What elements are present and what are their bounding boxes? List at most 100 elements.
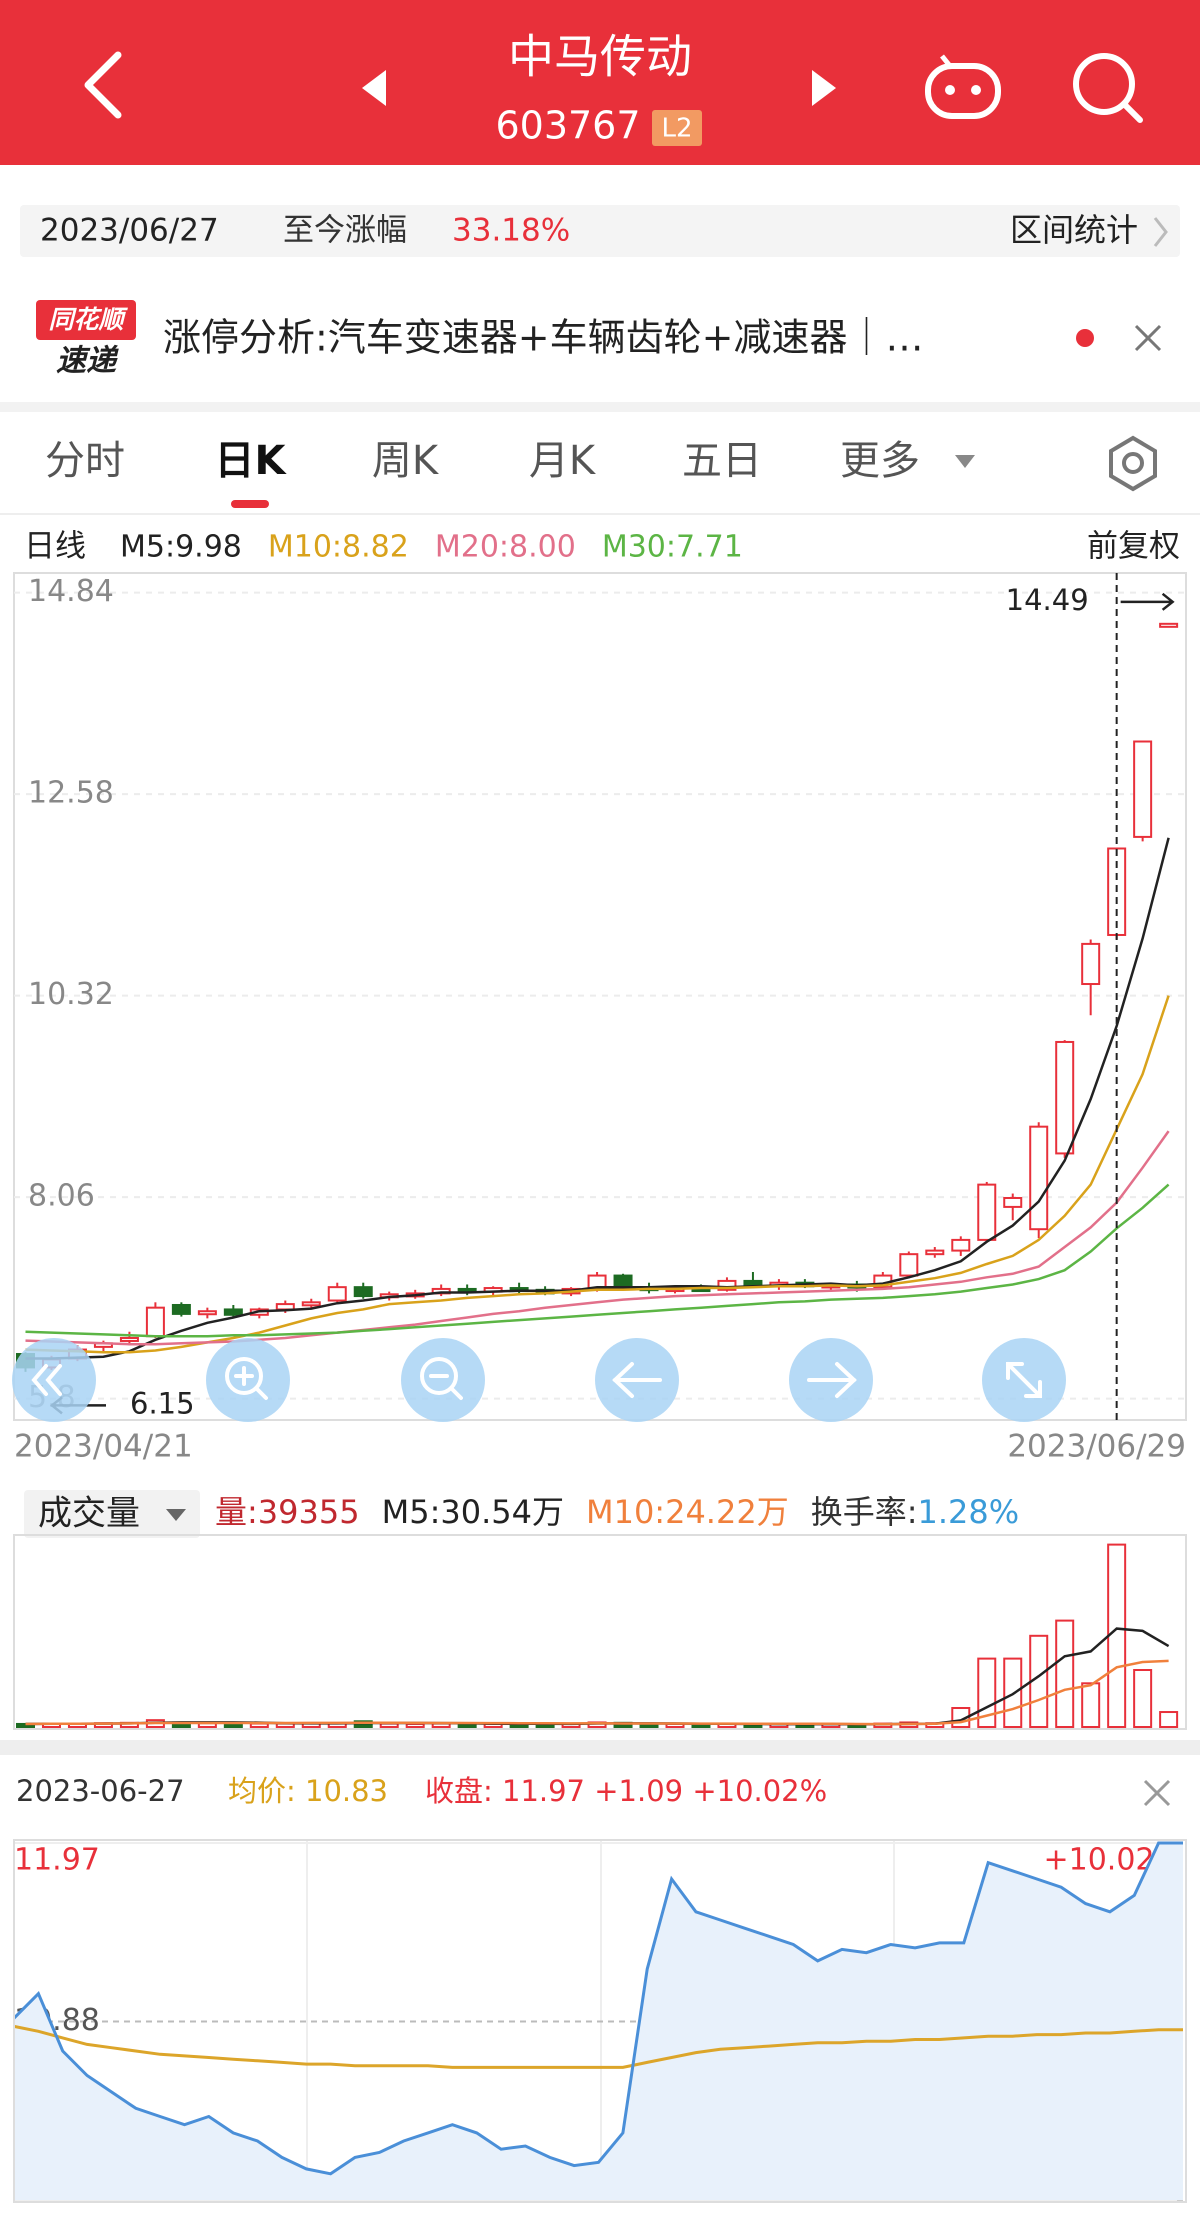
range-value: 33.18% bbox=[452, 213, 570, 249]
candle-body bbox=[1055, 1040, 1075, 1155]
tab[interactable]: 五日 bbox=[682, 438, 762, 484]
news-logo-bottom: 速递 bbox=[56, 344, 119, 379]
stock-name: 中马传动 bbox=[508, 30, 692, 84]
volume-chart bbox=[16, 1543, 1179, 1729]
info-item: 2023-06-27 bbox=[16, 1774, 185, 1808]
tab[interactable]: 更多 bbox=[840, 438, 920, 484]
stock-code: 603767 bbox=[495, 104, 640, 148]
kline-legend: 日线 M5:9.98 M10:8.82 M20:8.00 M30:7.71 前复权 bbox=[24, 529, 1180, 565]
price-area bbox=[14, 1843, 1183, 2200]
unread-dot bbox=[1076, 329, 1094, 347]
prev-stock[interactable] bbox=[362, 70, 386, 106]
button-zoom-out[interactable] bbox=[401, 1338, 485, 1422]
legend-item: M10:24.22万 bbox=[586, 1493, 789, 1531]
end-date: 2023/06/29 bbox=[1007, 1429, 1186, 1465]
news-text[interactable]: 涨停分析:汽车变速器+车辆齿轮+减速器｜… bbox=[163, 316, 923, 360]
candle-body bbox=[899, 1253, 919, 1277]
volume-bar bbox=[1107, 1543, 1127, 1728]
candle-body bbox=[327, 1286, 347, 1302]
settings-icon-core bbox=[1122, 452, 1144, 474]
ma-line bbox=[25, 1183, 1170, 1338]
separator bbox=[0, 402, 1200, 412]
volume-bar bbox=[1055, 1619, 1075, 1728]
more-arrow bbox=[955, 455, 975, 468]
range-label: 至今涨幅 bbox=[283, 213, 407, 249]
candle-body bbox=[197, 1310, 217, 1316]
intraday-frame bbox=[13, 1839, 1187, 2203]
active-tab-indicator bbox=[231, 500, 269, 508]
candle-body bbox=[717, 1279, 737, 1291]
range-bar[interactable] bbox=[20, 205, 1180, 257]
volume-selector[interactable] bbox=[24, 1490, 200, 1538]
candle-body bbox=[1133, 740, 1153, 838]
candle-body bbox=[1029, 1125, 1049, 1231]
candle-body bbox=[171, 1303, 191, 1315]
panel-gap bbox=[0, 1740, 1200, 1755]
candle-body bbox=[353, 1286, 373, 1298]
candle-body bbox=[613, 1274, 633, 1289]
button-collapse[interactable] bbox=[12, 1338, 96, 1422]
tab[interactable]: 分时 bbox=[45, 438, 125, 484]
candle-body bbox=[1159, 622, 1179, 628]
close-intraday[interactable] bbox=[1143, 1779, 1171, 1807]
volume-bar bbox=[1133, 1669, 1153, 1728]
legend-item: M5:30.54万 bbox=[382, 1493, 564, 1531]
volume-ma-line bbox=[25, 1659, 1169, 1726]
close-news[interactable] bbox=[1134, 324, 1162, 352]
range-date: 2023/06/27 bbox=[40, 213, 219, 249]
legend-item: M10:8.82 bbox=[268, 530, 409, 565]
range-action[interactable]: 区间统计 bbox=[1010, 211, 1138, 249]
legend-item: M5:9.98 bbox=[120, 530, 242, 565]
price-line bbox=[12, 1841, 1183, 2176]
chevron bbox=[1153, 217, 1168, 247]
candle-body bbox=[951, 1238, 971, 1252]
tab[interactable]: 周K bbox=[372, 438, 440, 484]
avg-line bbox=[13, 2024, 1183, 2069]
y-tick-label: 10.32 bbox=[28, 977, 114, 1012]
candle-body bbox=[925, 1249, 945, 1256]
tab[interactable]: 月K bbox=[529, 438, 597, 484]
legend-item: M20:8.00 bbox=[435, 530, 576, 565]
high-arrow bbox=[1120, 592, 1175, 611]
candle-body bbox=[119, 1336, 139, 1342]
high-label: 14.49 bbox=[1006, 583, 1089, 617]
button-icons bbox=[31, 1357, 1042, 1400]
volume-bar bbox=[1159, 1711, 1179, 1728]
kline-dates: 2023/04/21 2023/06/29 bbox=[14, 1429, 1186, 1465]
ma-line bbox=[25, 837, 1170, 1360]
level-badge-text: L2 bbox=[661, 114, 692, 144]
candle-body bbox=[223, 1308, 243, 1316]
legend-item: M30:7.71 bbox=[602, 530, 743, 565]
low-label: 6.15 bbox=[130, 1386, 195, 1420]
candle-body bbox=[301, 1301, 321, 1307]
button-zoom-in[interactable] bbox=[206, 1338, 290, 1422]
volume-frame bbox=[13, 1534, 1187, 1730]
candle-body bbox=[977, 1183, 997, 1241]
legend-item: 1.28% bbox=[918, 1493, 1020, 1531]
info-item: 收盘: 11.97 +1.09 +10.02% bbox=[425, 1774, 827, 1808]
tab[interactable]: 日K bbox=[215, 438, 288, 484]
settings-icon[interactable] bbox=[1109, 435, 1157, 492]
news-logo-top: 同花顺 bbox=[48, 305, 128, 334]
candle-body bbox=[1003, 1196, 1023, 1208]
y-tick-label: 11.97 bbox=[14, 1843, 100, 1878]
volume-title: 成交量 bbox=[38, 1494, 140, 1534]
tabs: 分时 日K 周K 月K 五日 更多 bbox=[45, 438, 920, 508]
y-tick-label: 12.58 bbox=[28, 776, 114, 811]
legend-item: 量:39355 bbox=[215, 1493, 360, 1531]
adjust-mode[interactable]: 前复权 bbox=[1087, 529, 1180, 565]
candle-body bbox=[275, 1303, 295, 1311]
volume-bar bbox=[405, 1722, 425, 1728]
info-item: 均价: 10.83 bbox=[228, 1774, 388, 1808]
intraday-info: 2023-06-27 均价: 10.83 收盘: 11.97 +1.09 +10.0… bbox=[16, 1774, 827, 1808]
search-icon[interactable] bbox=[1073, 53, 1143, 123]
news-logo bbox=[36, 300, 136, 340]
robot-icon[interactable] bbox=[925, 54, 1001, 119]
back-button[interactable] bbox=[84, 51, 122, 119]
level-badge bbox=[652, 110, 702, 146]
kline-name: 日线 bbox=[24, 529, 86, 565]
next-stock[interactable] bbox=[812, 70, 836, 106]
start-date: 2023/04/21 bbox=[14, 1429, 193, 1465]
